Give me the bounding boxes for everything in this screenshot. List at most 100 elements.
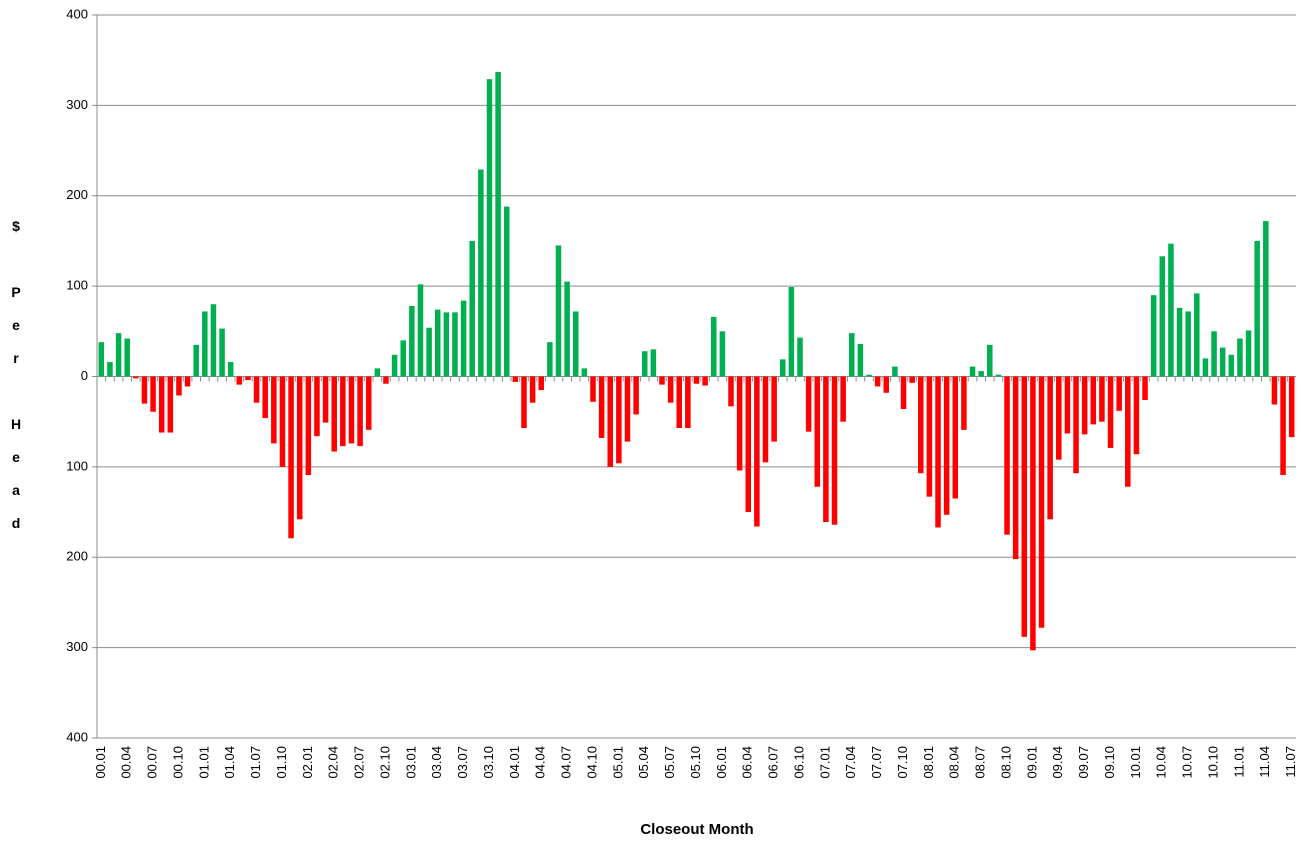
bar — [728, 376, 734, 407]
y-tick-label: 300 — [66, 97, 88, 112]
bar — [1056, 376, 1062, 460]
bar — [849, 333, 855, 377]
bar — [831, 376, 838, 525]
x-tick-label: 02.10 — [377, 746, 392, 779]
bar — [262, 376, 268, 419]
x-tick-label: 09.04 — [1050, 746, 1065, 779]
bar — [227, 362, 234, 377]
bar — [650, 349, 657, 377]
bar — [219, 328, 225, 377]
bar — [1202, 358, 1209, 377]
x-tick-label: 00.07 — [145, 746, 160, 779]
x-tick-label: 10.07 — [1180, 746, 1195, 779]
bar — [745, 376, 752, 513]
x-tick-label: 07.07 — [869, 746, 884, 779]
x-tick-label: 08.01 — [921, 746, 936, 779]
bar — [693, 376, 700, 384]
bar — [374, 368, 381, 377]
x-tick-label: 07.01 — [817, 746, 832, 779]
bar — [685, 376, 691, 429]
bar — [115, 333, 122, 377]
bar — [486, 79, 493, 377]
bar — [918, 376, 924, 474]
bar — [1030, 376, 1036, 651]
bar — [892, 366, 898, 377]
x-tick-label: 11.01 — [1231, 746, 1246, 778]
bar — [779, 359, 786, 377]
bar — [581, 368, 588, 377]
bar — [98, 342, 105, 377]
x-tick-label: 04.01 — [507, 746, 522, 779]
bar — [961, 376, 967, 430]
bar — [788, 287, 795, 377]
bar — [1004, 376, 1010, 535]
x-tick-label: 09.01 — [1024, 746, 1039, 779]
bar — [1081, 376, 1088, 435]
y-axis-title: $ Per Head — [8, 218, 24, 548]
bar — [1064, 376, 1071, 434]
bar — [762, 376, 769, 463]
bar — [1263, 221, 1269, 377]
bar — [1176, 307, 1183, 377]
x-tick-label: 11.04 — [1257, 746, 1272, 778]
bar — [1254, 240, 1260, 377]
bar — [245, 376, 251, 381]
bar — [616, 376, 622, 464]
bar — [365, 376, 372, 430]
bar — [158, 376, 165, 433]
bar — [296, 376, 303, 520]
bar — [331, 376, 337, 452]
bar — [702, 376, 708, 386]
bar — [417, 284, 424, 377]
bar — [107, 362, 113, 377]
x-tick-label: 07.04 — [843, 746, 858, 779]
bar — [978, 371, 984, 377]
bar — [279, 376, 286, 467]
bar — [391, 354, 398, 377]
bar — [1228, 354, 1235, 377]
bar — [193, 344, 199, 377]
bar — [667, 376, 674, 403]
bar — [624, 376, 631, 442]
bar — [823, 376, 829, 523]
bar — [141, 376, 148, 404]
bar — [210, 304, 217, 377]
bar — [1280, 376, 1286, 476]
x-tick-label: 04.10 — [584, 746, 599, 779]
bar — [1099, 376, 1105, 422]
bar — [503, 206, 510, 377]
x-tick-label: 03.01 — [403, 746, 418, 779]
bar — [253, 376, 260, 403]
bar — [538, 376, 544, 391]
bar — [236, 376, 243, 385]
bar — [357, 376, 363, 447]
bar — [1150, 295, 1157, 377]
bar — [443, 312, 450, 377]
bar — [1159, 256, 1166, 377]
x-tick-label: 08.10 — [998, 746, 1013, 779]
x-tick-label: 06.10 — [791, 746, 806, 779]
bar — [909, 376, 915, 383]
x-tick-label: 10.04 — [1154, 746, 1169, 779]
x-tick-label: 05.07 — [662, 746, 677, 779]
bar — [529, 376, 536, 403]
bar — [1125, 376, 1131, 487]
bar — [598, 376, 605, 438]
bar — [400, 340, 406, 377]
bar — [935, 376, 941, 528]
bar — [521, 376, 527, 429]
y-tick-label: 0 — [81, 368, 88, 383]
bar — [167, 376, 174, 433]
y-tick-label: 200 — [66, 549, 88, 564]
bar — [1116, 376, 1122, 411]
bar — [797, 337, 803, 377]
bar — [736, 376, 743, 471]
bar — [607, 376, 614, 467]
bar — [1038, 376, 1045, 628]
x-tick-label: 08.04 — [947, 746, 962, 779]
bar — [1245, 330, 1252, 377]
bar — [460, 300, 467, 377]
bar — [495, 71, 501, 377]
bar — [987, 344, 993, 377]
